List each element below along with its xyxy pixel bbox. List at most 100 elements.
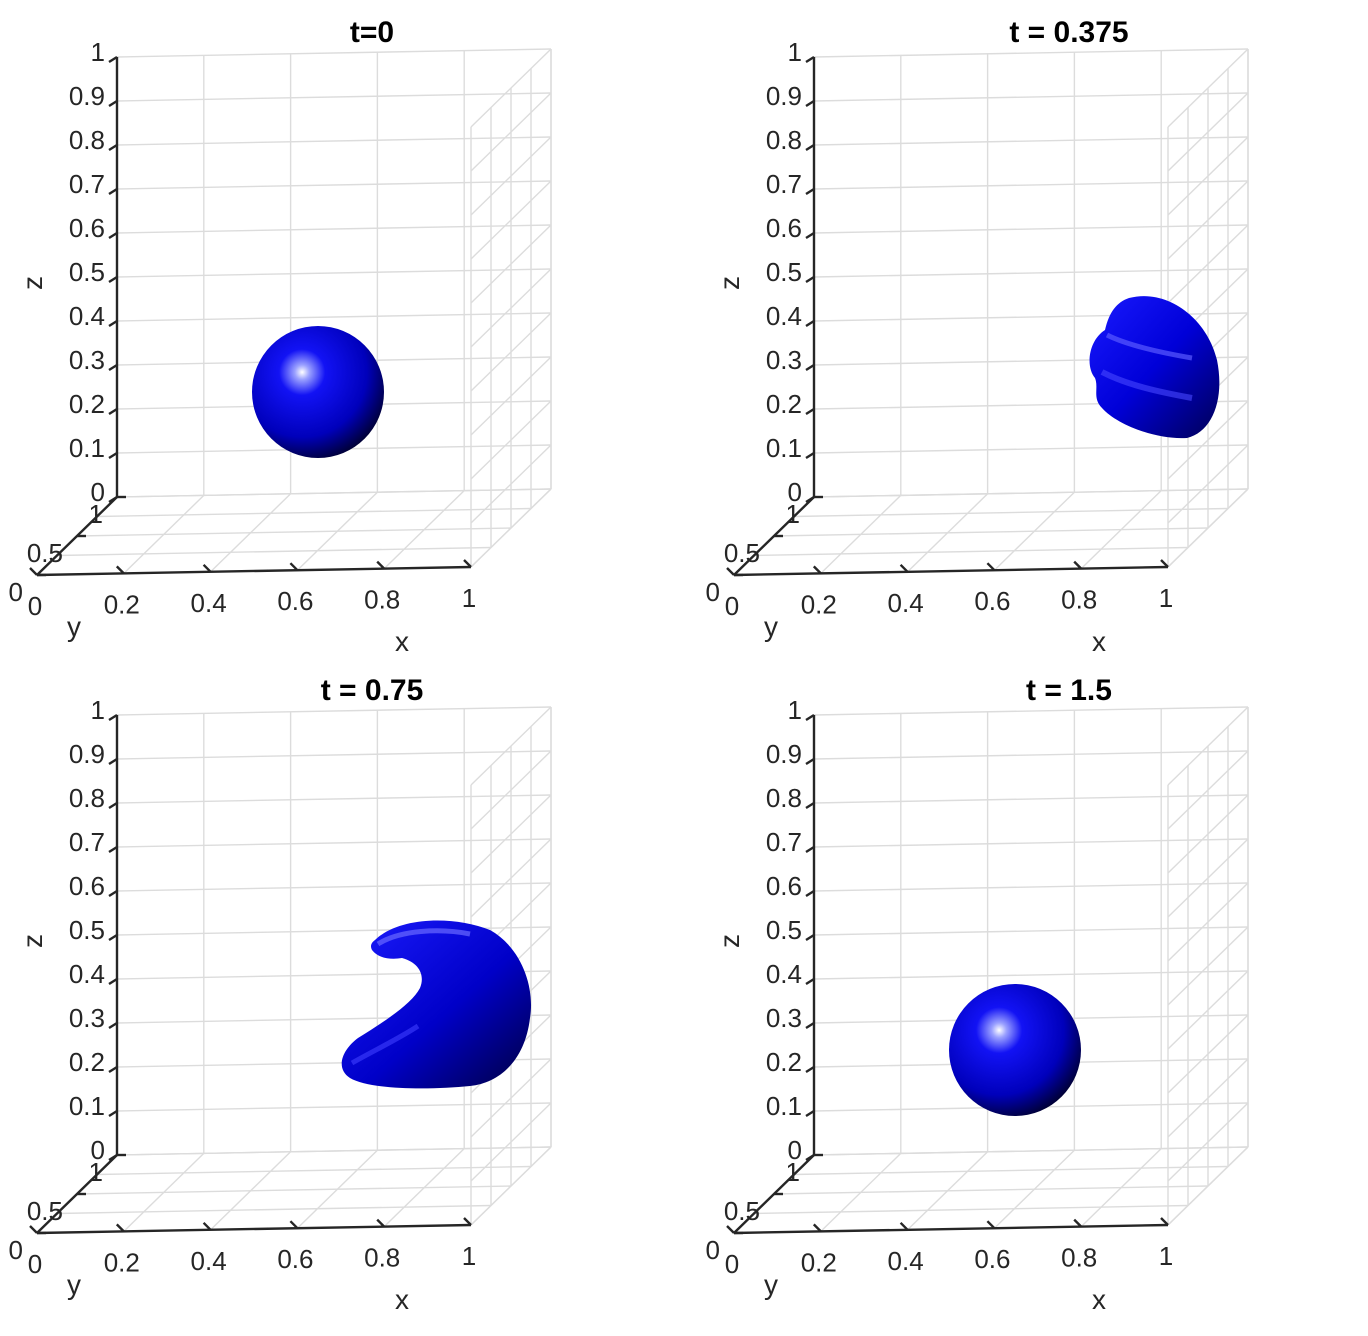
z-tick-mark [108,143,118,152]
z-tick-mark [108,713,118,722]
z-tick-mark [805,757,815,766]
z-tick-label: 0.1 [69,1091,105,1121]
isosurface [949,984,1081,1116]
x-tick-label: 0.8 [364,1243,400,1273]
x-tick-mark [899,563,909,573]
x-tick-label: 0.4 [888,1246,924,1276]
x-axis-label: x [395,626,409,657]
x-tick-label: 0.6 [277,586,313,616]
x-tick-label: 0 [725,591,739,621]
gridline-z-back [813,794,1249,804]
x-tick-mark [376,560,386,570]
z-tick-mark [805,55,815,64]
gridline-z-back [813,970,1249,980]
gridline-y-floor [813,488,1249,498]
x-tick-mark [289,1220,299,1230]
x-tick-mark [986,1220,996,1230]
y-tick-label: 0.5 [27,538,63,568]
z-tick-mark [108,889,118,898]
x-tick-label: 0.2 [801,1247,837,1277]
z-tick-label: 0.8 [69,125,105,155]
y-tick-label: 1 [89,1157,103,1187]
y-tick-label: 1 [786,1157,800,1187]
y-tick-label: 0.5 [724,1196,760,1226]
y-tick-label: 0 [706,577,720,607]
x-tick-mark [1160,1217,1169,1226]
z-tick-mark [108,1021,118,1030]
sphere-surface [949,984,1081,1116]
gridline-z-side [1167,970,1249,1050]
x-tick-mark [289,562,299,572]
crescent-surface [341,920,532,1089]
gridline-z-back [116,1102,552,1112]
x-tick-label: 1 [462,583,476,613]
z-tick-mark [108,801,118,810]
z-tick-mark [805,889,815,898]
z-tick-mark [108,1109,118,1118]
z-tick-mark [805,407,815,416]
gridline-z-side [1167,136,1249,216]
x-tick-mark [726,567,735,576]
z-tick-label: 0.6 [69,871,105,901]
z-tick-mark [108,451,118,460]
x-tick-mark [986,562,996,572]
x-tick-mark [463,1217,472,1226]
crescent-highlight [376,928,471,947]
z-tick-mark [108,231,118,240]
x-tick-mark [1073,1218,1083,1228]
z-tick-mark [805,495,815,504]
gridline-y-floor [56,546,492,557]
gridline-z-side [470,400,552,480]
z-tick-label: 0.1 [766,433,802,463]
z-tick-mark [805,801,815,810]
y-axis-label: y [67,611,81,642]
gridline-y-floor [793,507,1229,518]
x-tick-mark [202,563,212,573]
gridline-z-back [116,794,552,804]
z-tick-label: 0.8 [766,783,802,813]
gridline-z-back [813,838,1249,848]
x-tick-mark [115,565,125,575]
x-tick-mark [29,1225,38,1234]
z-tick-label: 1 [788,37,802,67]
gridline-y-floor [773,527,1209,537]
blob-surface [1089,296,1220,439]
z-tick-label: 0.3 [69,345,105,375]
x-tick-label: 0.2 [104,1247,140,1277]
z-tick-mark [805,99,815,108]
x-tick-label: 0.8 [364,585,400,615]
gridline-y-floor [813,1146,1249,1156]
y-axis-label: y [764,1269,778,1300]
y-tick-label: 0 [9,577,23,607]
x-tick-mark [202,1221,212,1231]
z-tick-label: 0.8 [766,125,802,155]
gridline-z-side [470,706,552,786]
gridline-y-floor [96,507,532,518]
z-tick-label: 0.5 [766,257,802,287]
x-tick-label: 0.4 [191,1246,227,1276]
gridline-y-floor [753,546,1189,557]
z-tick-mark [108,1153,118,1162]
x-tick-mark [899,1221,909,1231]
x-tick-label: 0.2 [104,589,140,619]
gridline-z-side [470,48,552,128]
gridline-z-back [116,48,552,58]
gridline-z-side [1167,706,1249,786]
x-tick-mark [812,565,822,575]
gridline-z-side [470,268,552,348]
z-axis-label: z [714,934,745,948]
x-tick-mark [1073,560,1083,570]
x-tick-label: 0.6 [974,586,1010,616]
subplot-t0: t=0 00.10.20.30.40.50.60.70.80.910 0.2 0.4… [9,16,552,657]
x-tick-label: 0.8 [1061,585,1097,615]
z-tick-mark [108,275,118,284]
gridline-z-side [1167,48,1249,128]
x-tick-label: 0.8 [1061,1243,1097,1273]
x-axis-label: x [1092,1284,1106,1315]
gridline-y-floor [773,1185,1209,1195]
panel-title: t = 1.5 [1026,674,1112,707]
x-tick-mark [726,1225,735,1234]
x-tick-label: 0 [28,591,42,621]
z-tick-label: 0.3 [766,1003,802,1033]
z-tick-label: 0.9 [69,739,105,769]
